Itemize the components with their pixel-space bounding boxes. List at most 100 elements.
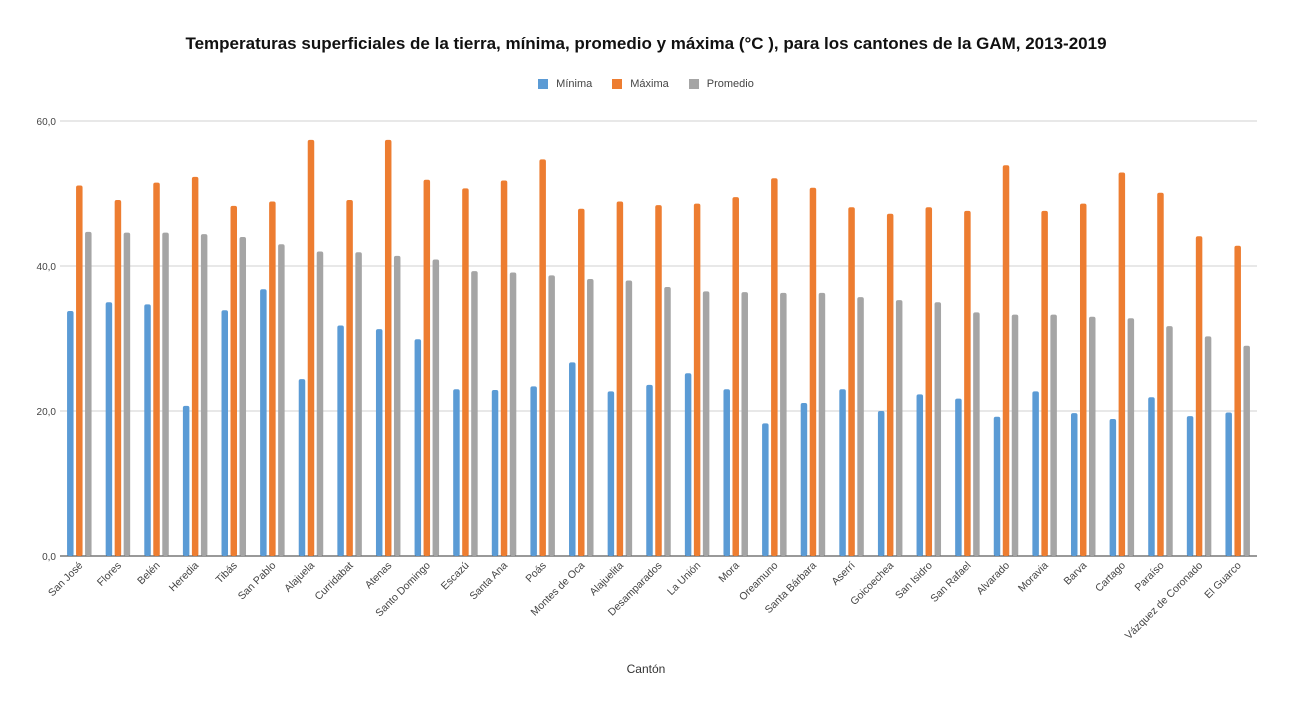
bar-maxima-25[interactable]: Moravia — Máxima: 47.6: [1041, 210, 1048, 556]
bar-minima-23[interactable]: San Rafael — Mínima: 21.7: [955, 398, 962, 556]
bar-maxima-28[interactable]: Paraíso — Máxima: 50.1: [1157, 192, 1164, 556]
bar-minima-12[interactable]: Poás — Mínima: 23.4: [530, 386, 537, 556]
bar-maxima-18[interactable]: Oreamuno — Máxima: 52.1: [771, 178, 778, 556]
bar-minima-0[interactable]: San José — Mínima: 33.8: [67, 310, 74, 556]
bar-promedio-23[interactable]: San Rafael — Promedio: 33.6: [973, 312, 980, 556]
bar-maxima-22[interactable]: San Isidro — Máxima: 48.1: [925, 207, 933, 556]
bar-minima-25[interactable]: Moravia — Mínima: 22.7: [1032, 391, 1039, 556]
bar-maxima-19[interactable]: Santa Bárbara — Máxima: 50.8: [809, 187, 817, 556]
bar-minima-26[interactable]: Barva — Mínima: 19.7: [1070, 413, 1078, 556]
bar-minima-13[interactable]: Montes de Oca — Mínima: 26.7: [569, 362, 576, 556]
bar-minima-15[interactable]: Desamparados — Mínima: 23.6: [646, 384, 653, 556]
bar-promedio-12[interactable]: Poás — Promedio: 38.7: [548, 275, 555, 556]
bar-promedio-10[interactable]: Escazú — Promedio: 39.3: [471, 271, 478, 556]
bar-promedio-2[interactable]: Belén — Promedio: 44.6: [162, 232, 169, 556]
bar-minima-24[interactable]: Alvarado — Mínima: 19.2: [993, 416, 1001, 556]
bar-promedio-7[interactable]: Curridabat — Promedio: 41.9: [355, 252, 362, 556]
bar-promedio-5[interactable]: San Pablo — Promedio: 43: [278, 244, 285, 556]
legend-item-maxima[interactable]: Máxima: [612, 78, 669, 90]
bar-promedio-4[interactable]: Tibás — Promedio: 44: [239, 237, 247, 556]
bar-maxima-8[interactable]: Atenas — Máxima: 57.4: [384, 139, 392, 556]
bar-maxima-4[interactable]: Tibás — Máxima: 48.3: [230, 205, 238, 556]
bar-minima-17[interactable]: Mora — Mínima: 23: [723, 389, 730, 556]
bar-maxima-7[interactable]: Curridabat — Máxima: 49.1: [346, 200, 353, 556]
bar-promedio-20[interactable]: Aserrí — Promedio: 35.7: [857, 297, 864, 556]
bar-minima-27[interactable]: Cartago — Mínima: 18.9: [1109, 418, 1117, 556]
bar-minima-4[interactable]: Tibás — Mínima: 33.9: [221, 310, 229, 556]
bar-promedio-15[interactable]: Desamparados — Promedio: 37.1: [664, 287, 671, 556]
bar-maxima-2[interactable]: Belén — Máxima: 51.5: [153, 182, 160, 556]
bar-promedio-6[interactable]: Alajuela — Promedio: 42: [316, 251, 324, 557]
bar-promedio-16[interactable]: La Unión — Promedio: 36.5: [702, 291, 710, 556]
bar-maxima-15[interactable]: Desamparados — Máxima: 48.4: [655, 205, 662, 556]
chart-title: Temperaturas superficiales de la tierra,…: [185, 34, 1107, 53]
bar-promedio-28[interactable]: Paraíso — Promedio: 31.7: [1166, 326, 1173, 556]
bar-minima-14[interactable]: Alajuelita — Mínima: 22.7: [607, 391, 615, 556]
bar-promedio-25[interactable]: Moravia — Promedio: 33.3: [1050, 314, 1057, 556]
bar-minima-16[interactable]: La Unión — Mínima: 25.2: [684, 373, 692, 556]
bar-minima-3[interactable]: Heredia — Mínima: 20.7: [182, 405, 190, 556]
bar-minima-8[interactable]: Atenas — Mínima: 31.3: [375, 329, 383, 556]
bar-maxima-23[interactable]: San Rafael — Máxima: 47.6: [964, 210, 971, 556]
bar-promedio-8[interactable]: Atenas — Promedio: 41.4: [393, 255, 401, 556]
bar-maxima-13[interactable]: Montes de Oca — Máxima: 47.9: [578, 208, 585, 556]
x-tick-label: Mora: [716, 560, 742, 586]
bar-promedio-3[interactable]: Heredia — Promedio: 44.4: [200, 234, 208, 556]
bar-maxima-30[interactable]: El Guarco — Máxima: 42.8: [1234, 245, 1241, 556]
bar-maxima-11[interactable]: Santa Ana — Máxima: 51.8: [500, 180, 508, 556]
bar-minima-28[interactable]: Paraíso — Mínima: 21.9: [1148, 397, 1155, 556]
x-tick-label: Curridabat: [313, 560, 356, 603]
bar-minima-19[interactable]: Santa Bárbara — Mínima: 21.1: [800, 403, 808, 556]
bar-maxima-27[interactable]: Cartago — Máxima: 52.9: [1118, 172, 1126, 556]
bar-promedio-11[interactable]: Santa Ana — Promedio: 39.1: [509, 272, 517, 556]
bar-promedio-26[interactable]: Barva — Promedio: 33: [1088, 316, 1096, 556]
legend-item-promedio[interactable]: Promedio: [688, 78, 754, 90]
bar-maxima-5[interactable]: San Pablo — Máxima: 48.9: [269, 201, 276, 556]
bar-minima-5[interactable]: San Pablo — Mínima: 36.8: [260, 289, 267, 556]
bar-promedio-9[interactable]: Santo Domingo — Promedio: 40.9: [432, 259, 440, 556]
bar-minima-9[interactable]: Santo Domingo — Mínima: 29.9: [414, 339, 422, 556]
bar-promedio-14[interactable]: Alajuelita — Promedio: 38: [625, 280, 633, 557]
bar-minima-30[interactable]: El Guarco — Mínima: 19.8: [1225, 412, 1232, 556]
bar-maxima-10[interactable]: Escazú — Máxima: 50.7: [462, 188, 469, 557]
bar-promedio-19[interactable]: Santa Bárbara — Promedio: 36.3: [818, 292, 826, 556]
bar-maxima-0[interactable]: San José — Máxima: 51.1: [76, 185, 83, 556]
bar-promedio-13[interactable]: Montes de Oca — Promedio: 38.2: [587, 279, 594, 556]
bar-maxima-16[interactable]: La Unión — Máxima: 48.6: [693, 203, 701, 556]
bar-minima-2[interactable]: Belén — Mínima: 34.7: [144, 304, 151, 556]
bar-maxima-9[interactable]: Santo Domingo — Máxima: 51.9: [423, 179, 431, 556]
bar-maxima-1[interactable]: Flores — Máxima: 49.1: [114, 200, 122, 556]
bar-maxima-17[interactable]: Mora — Máxima: 49.5: [732, 197, 739, 556]
bar-promedio-1[interactable]: Flores — Promedio: 44.6: [123, 232, 131, 556]
bar-promedio-24[interactable]: Alvarado — Promedio: 33.3: [1011, 314, 1019, 556]
bar-maxima-26[interactable]: Barva — Máxima: 48.6: [1079, 203, 1087, 556]
bar-minima-11[interactable]: Santa Ana — Mínima: 22.9: [491, 389, 499, 556]
bar-minima-18[interactable]: Oreamuno — Mínima: 18.3: [762, 423, 769, 556]
bar-minima-21[interactable]: Goicoechea — Mínima: 20: [877, 411, 885, 556]
bar-maxima-3[interactable]: Heredia — Máxima: 52.3: [191, 176, 199, 556]
bar-minima-29[interactable]: Vázquez de Coronado — Mínima: 19.3: [1186, 416, 1194, 556]
bar-promedio-30[interactable]: El Guarco — Promedio: 29: [1243, 345, 1250, 556]
bar-minima-6[interactable]: Alajuela — Mínima: 24.4: [298, 379, 306, 556]
bar-maxima-24[interactable]: Alvarado — Máxima: 53.9: [1002, 165, 1010, 556]
legend-item-minima[interactable]: Mínima: [538, 78, 592, 90]
bar-maxima-20[interactable]: Aserrí — Máxima: 48.1: [848, 207, 855, 556]
bar-promedio-22[interactable]: San Isidro — Promedio: 35: [934, 302, 942, 556]
bar-promedio-29[interactable]: Vázquez de Coronado — Promedio: 30.3: [1204, 336, 1212, 556]
bar-minima-22[interactable]: San Isidro — Mínima: 22.3: [916, 394, 924, 556]
bar-promedio-27[interactable]: Cartago — Promedio: 32.8: [1127, 318, 1135, 556]
bar-minima-10[interactable]: Escazú — Mínima: 23: [453, 389, 460, 556]
bar-promedio-18[interactable]: Oreamuno — Promedio: 36.3: [780, 292, 787, 556]
bar-maxima-12[interactable]: Poás — Máxima: 54.7: [539, 159, 546, 557]
bar-maxima-6[interactable]: Alajuela — Máxima: 57.4: [307, 139, 315, 556]
bar-maxima-14[interactable]: Alajuelita — Máxima: 48.9: [616, 201, 624, 556]
bar-promedio-21[interactable]: Goicoechea — Promedio: 35.3: [895, 300, 903, 556]
bar-maxima-29[interactable]: Vázquez de Coronado — Máxima: 44.1: [1195, 236, 1203, 556]
bar-maxima-21[interactable]: Goicoechea — Máxima: 47.2: [886, 213, 894, 557]
bar-promedio-0[interactable]: San José — Promedio: 44.7: [85, 231, 92, 557]
bar-minima-1[interactable]: Flores — Mínima: 35: [105, 302, 113, 556]
legend-label-maxima: Máxima: [630, 78, 669, 90]
bar-promedio-17[interactable]: Mora — Promedio: 36.4: [741, 292, 748, 556]
bar-minima-20[interactable]: Aserrí — Mínima: 23: [839, 389, 846, 556]
bar-minima-7[interactable]: Curridabat — Mínima: 31.8: [337, 325, 344, 556]
